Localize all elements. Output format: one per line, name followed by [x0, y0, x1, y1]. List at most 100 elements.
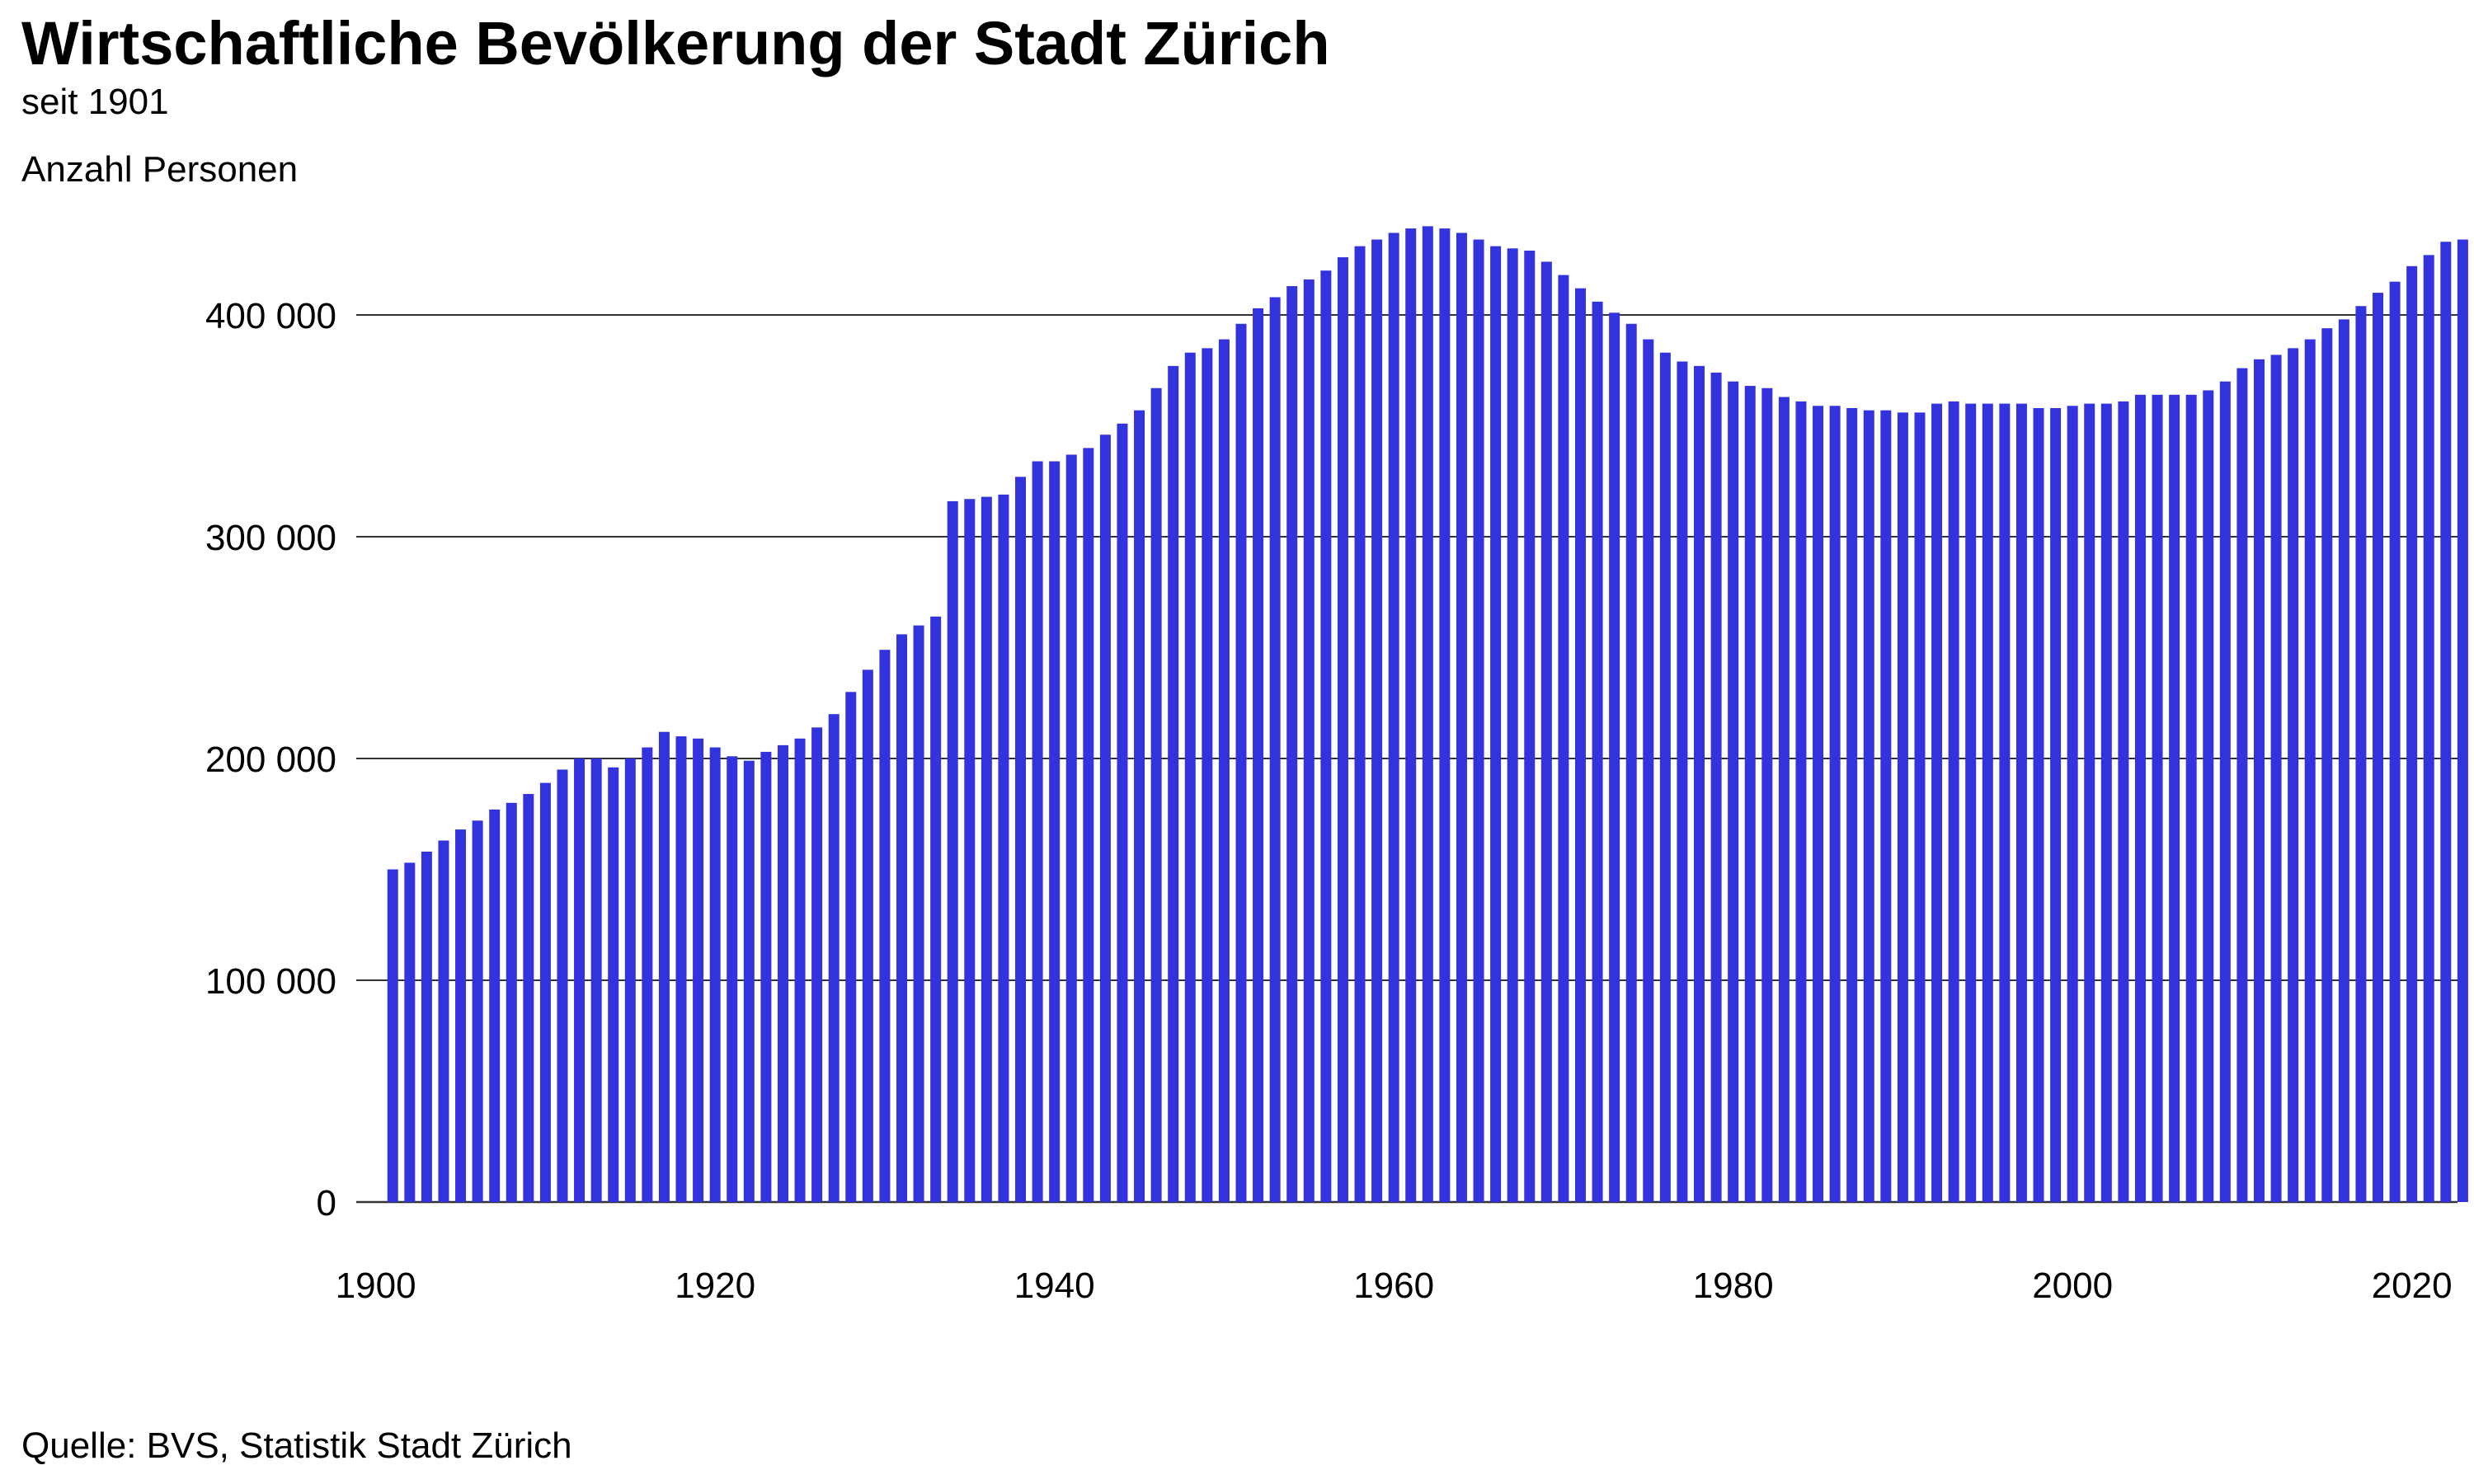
bars: [387, 226, 2468, 1203]
bar-2001: [2084, 403, 2095, 1203]
x-tick-label: 1920: [675, 1266, 755, 1306]
bar-1920: [709, 747, 721, 1202]
bar-1996: [1999, 403, 2011, 1203]
bar-2009: [2219, 381, 2231, 1202]
bar-1993: [1948, 401, 1959, 1202]
bar-1916: [642, 747, 653, 1202]
bar-1956: [1320, 270, 1332, 1203]
bar-1986: [1829, 406, 1841, 1202]
bar-1960: [1388, 232, 1399, 1203]
bar-1909: [523, 794, 534, 1202]
bar-1966: [1490, 246, 1502, 1202]
bar-2005: [2152, 394, 2163, 1203]
bar-1967: [1507, 248, 1518, 1202]
bar-2006: [2169, 394, 2180, 1203]
chart-subtitle: seit 1901: [21, 82, 169, 122]
bar-1925: [794, 738, 806, 1202]
bar-1941: [1065, 454, 1077, 1202]
bar-1950: [1218, 339, 1230, 1203]
bar-1940: [1049, 461, 1061, 1202]
bar-1997: [2015, 403, 2027, 1203]
bar-1991: [1914, 412, 1926, 1202]
bar-1939: [1032, 461, 1043, 1202]
bar-1979: [1710, 372, 1722, 1202]
bar-1990: [1897, 412, 1908, 1202]
bar-2003: [2118, 401, 2129, 1202]
bar-2012: [2270, 355, 2282, 1202]
bar-2002: [2100, 403, 2112, 1203]
bar-1917: [658, 731, 670, 1202]
bar-1923: [760, 751, 772, 1202]
x-tick-label: 2020: [2372, 1266, 2453, 1306]
bar-1922: [743, 760, 755, 1202]
bar-2011: [2253, 359, 2265, 1202]
bar-1974: [1625, 323, 1637, 1202]
x-tick-label: 1940: [1014, 1266, 1095, 1306]
y-tick-labels: 0 100 000 200 000 300 000 400 000: [205, 296, 336, 1223]
bar-1976: [1659, 352, 1671, 1203]
bar-1978: [1694, 365, 1705, 1202]
bar-1932: [913, 625, 924, 1202]
x-tick-labels: 1900 1920 1940 1960 1980 2000 2020: [336, 1266, 2453, 1306]
bar-1984: [1795, 401, 1807, 1202]
y-tick-label: 100 000: [205, 961, 336, 1002]
bar-1904: [438, 840, 449, 1202]
bar-1945: [1134, 410, 1145, 1202]
bar-1985: [1813, 406, 1824, 1202]
source-note: Quelle: BVS, Statistik Stadt Zürich: [21, 1425, 572, 1466]
bar-1981: [1744, 386, 1756, 1203]
bar-1988: [1863, 410, 1874, 1202]
bar-1946: [1150, 387, 1162, 1202]
bar-1906: [472, 820, 483, 1202]
bar-1959: [1371, 239, 1383, 1202]
bar-1902: [404, 862, 416, 1202]
bar-2014: [2304, 339, 2316, 1203]
bar-1943: [1099, 434, 1111, 1202]
bar-1971: [1574, 288, 1586, 1203]
bar-1975: [1643, 339, 1654, 1203]
bar-1953: [1269, 297, 1281, 1203]
y-tick-label: 300 000: [205, 518, 336, 558]
bar-1935: [964, 499, 976, 1202]
bar-1937: [998, 494, 1009, 1202]
bar-1926: [811, 727, 823, 1202]
bar-1958: [1354, 246, 1366, 1202]
bar-2000: [2067, 406, 2078, 1202]
bar-1936: [981, 496, 992, 1202]
bar-1938: [1015, 477, 1027, 1202]
bar-1931: [896, 634, 907, 1202]
bar-1968: [1524, 250, 1536, 1202]
bar-1927: [828, 714, 840, 1202]
bar-1987: [1846, 407, 1858, 1203]
bar-1995: [1982, 403, 1993, 1203]
bar-1955: [1303, 279, 1315, 1203]
bar-1929: [862, 669, 873, 1202]
bar-1994: [1965, 403, 1977, 1203]
bar-1948: [1184, 352, 1196, 1203]
bar-1912: [574, 758, 586, 1202]
bar-1915: [624, 758, 636, 1202]
bar-1947: [1168, 365, 1179, 1202]
bar-1924: [777, 744, 788, 1202]
bar-1907: [489, 809, 501, 1202]
x-tick-label: 1960: [1353, 1266, 1434, 1306]
bar-1982: [1761, 387, 1773, 1202]
bar-1980: [1728, 381, 1739, 1202]
chart-title: Wirtschaftliche Bevölkerung der Stadt Zü…: [21, 9, 1330, 77]
bar-2017: [2355, 306, 2367, 1202]
bar-2010: [2236, 368, 2248, 1202]
y-tick-label: 200 000: [205, 740, 336, 780]
bar-1999: [2050, 407, 2062, 1203]
bar-2018: [2373, 293, 2384, 1203]
bar-2007: [2185, 394, 2197, 1203]
bar-1964: [1456, 232, 1467, 1203]
bar-2013: [2288, 348, 2299, 1203]
y-axis-label: Anzahl Personen: [21, 149, 299, 190]
bar-1977: [1677, 361, 1688, 1202]
bar-1951: [1235, 323, 1247, 1202]
bar-1998: [2033, 407, 2044, 1203]
bar-1969: [1540, 261, 1552, 1203]
bar-1989: [1880, 410, 1892, 1202]
bar-1963: [1439, 228, 1451, 1203]
x-tick-label: 1980: [1693, 1266, 1774, 1306]
